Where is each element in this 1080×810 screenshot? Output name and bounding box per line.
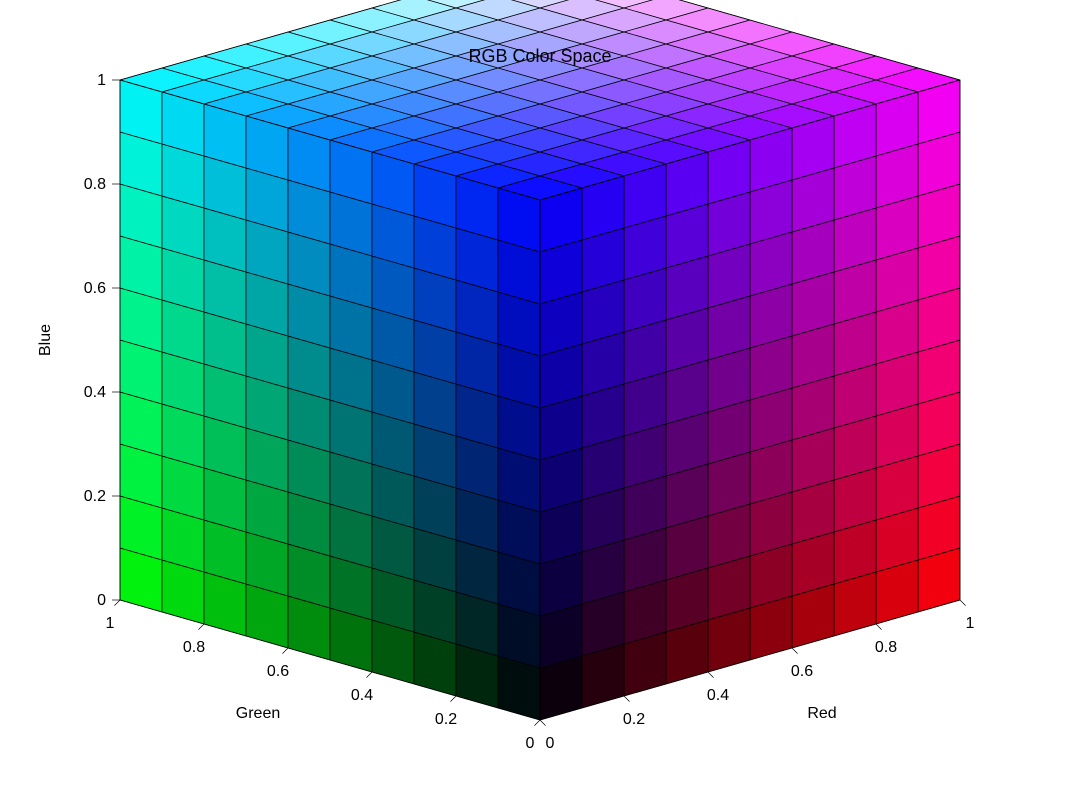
tick-green: 1 <box>106 615 115 632</box>
axis-label-blue: Blue <box>37 324 54 356</box>
tick-green: 0 <box>526 735 535 752</box>
tick-blue: 1 <box>97 72 106 89</box>
tick-blue: 0 <box>97 592 106 609</box>
tick-blue: 0.6 <box>84 280 106 297</box>
chart-title: RGB Color Space <box>468 46 611 66</box>
tick-red: 0.2 <box>623 711 645 728</box>
tick-red: 0 <box>546 735 555 752</box>
tick-blue: 0.2 <box>84 488 106 505</box>
axis-label-green: Green <box>236 705 280 722</box>
tick-red: 1 <box>966 615 975 632</box>
tick-blue: 0.8 <box>84 176 106 193</box>
tick-green: 0.4 <box>351 687 373 704</box>
rgb-cube-chart: 00.20.40.60.8100.20.40.60.8100.20.40.60.… <box>0 0 1080 810</box>
chart-container: 00.20.40.60.8100.20.40.60.8100.20.40.60.… <box>0 0 1080 810</box>
tick-red: 0.6 <box>791 663 813 680</box>
tick-green: 0.2 <box>435 711 457 728</box>
tick-red: 0.8 <box>875 639 897 656</box>
tick-blue: 0.4 <box>84 384 106 401</box>
axis-label-red: Red <box>807 705 836 722</box>
tick-red: 0.4 <box>707 687 729 704</box>
tick-green: 0.6 <box>267 663 289 680</box>
tick-green: 0.8 <box>183 639 205 656</box>
